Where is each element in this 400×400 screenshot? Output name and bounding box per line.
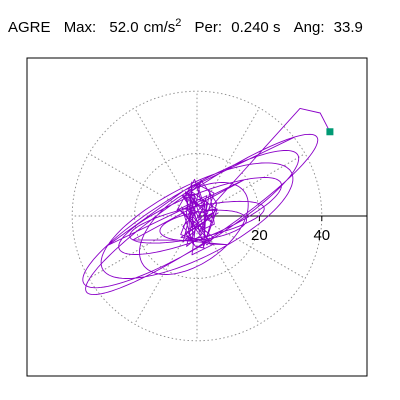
max-unit: cm/s xyxy=(143,19,176,36)
max-value: 52.0 xyxy=(109,19,139,36)
end-point-marker xyxy=(326,128,334,136)
angle-value: 33.9 xyxy=(333,19,363,36)
motion-trace xyxy=(82,107,331,296)
max-label: Max: xyxy=(63,19,97,36)
radial-axis: 20 40 xyxy=(197,215,367,244)
station-name: AGRE xyxy=(8,19,51,36)
series-line xyxy=(82,107,331,296)
grid-spoke-30 xyxy=(211,153,306,208)
end-marker-group xyxy=(326,128,334,136)
period-label: Per: xyxy=(194,19,223,36)
plot-frame xyxy=(26,57,368,377)
period-value: 0.240 s xyxy=(231,19,281,36)
max-unit-exponent: 2 xyxy=(175,17,182,29)
angle-label: Ang: xyxy=(293,19,325,36)
grid-spoke-120 xyxy=(134,107,189,202)
chart-header: AGRE Max: 52.0 cm/s2 Per: 0.240 s Ang: 33… xyxy=(8,17,363,36)
radial-tick-label: 20 xyxy=(251,227,268,244)
radial-tick-label: 40 xyxy=(313,227,330,244)
